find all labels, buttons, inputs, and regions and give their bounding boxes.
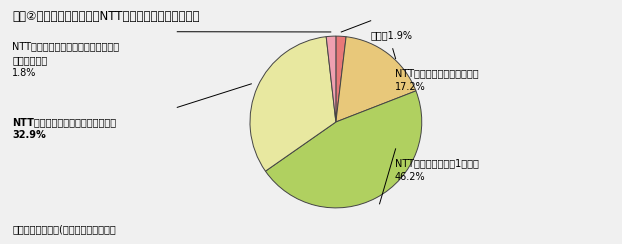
Text: 「機器利用調査」(郵政省）により作成: 「機器利用調査」(郵政省）により作成 <box>12 224 116 234</box>
Text: 無回答1.9%: 無回答1.9% <box>370 30 412 41</box>
Wedge shape <box>336 36 346 122</box>
Text: NTT以外の事業者は利用していない
32.9%: NTT以外の事業者は利用していない 32.9% <box>12 117 116 140</box>
Wedge shape <box>326 36 336 122</box>
Wedge shape <box>336 37 416 122</box>
Text: NTT以外の事業者を複数利用
17.2%: NTT以外の事業者を複数利用 17.2% <box>395 68 478 92</box>
Text: NTT以外の事業者を利用できることを
知らなかった
1.8%: NTT以外の事業者を利用できることを 知らなかった 1.8% <box>12 41 119 78</box>
Text: 図表②　加入電話におけるNTT以外の事業者の利用状況: 図表② 加入電話におけるNTT以外の事業者の利用状況 <box>12 10 200 23</box>
Wedge shape <box>250 37 336 171</box>
Wedge shape <box>266 91 422 208</box>
Text: NTT以外の事業者を1つ利用
46.2%: NTT以外の事業者を1つ利用 46.2% <box>395 159 479 182</box>
